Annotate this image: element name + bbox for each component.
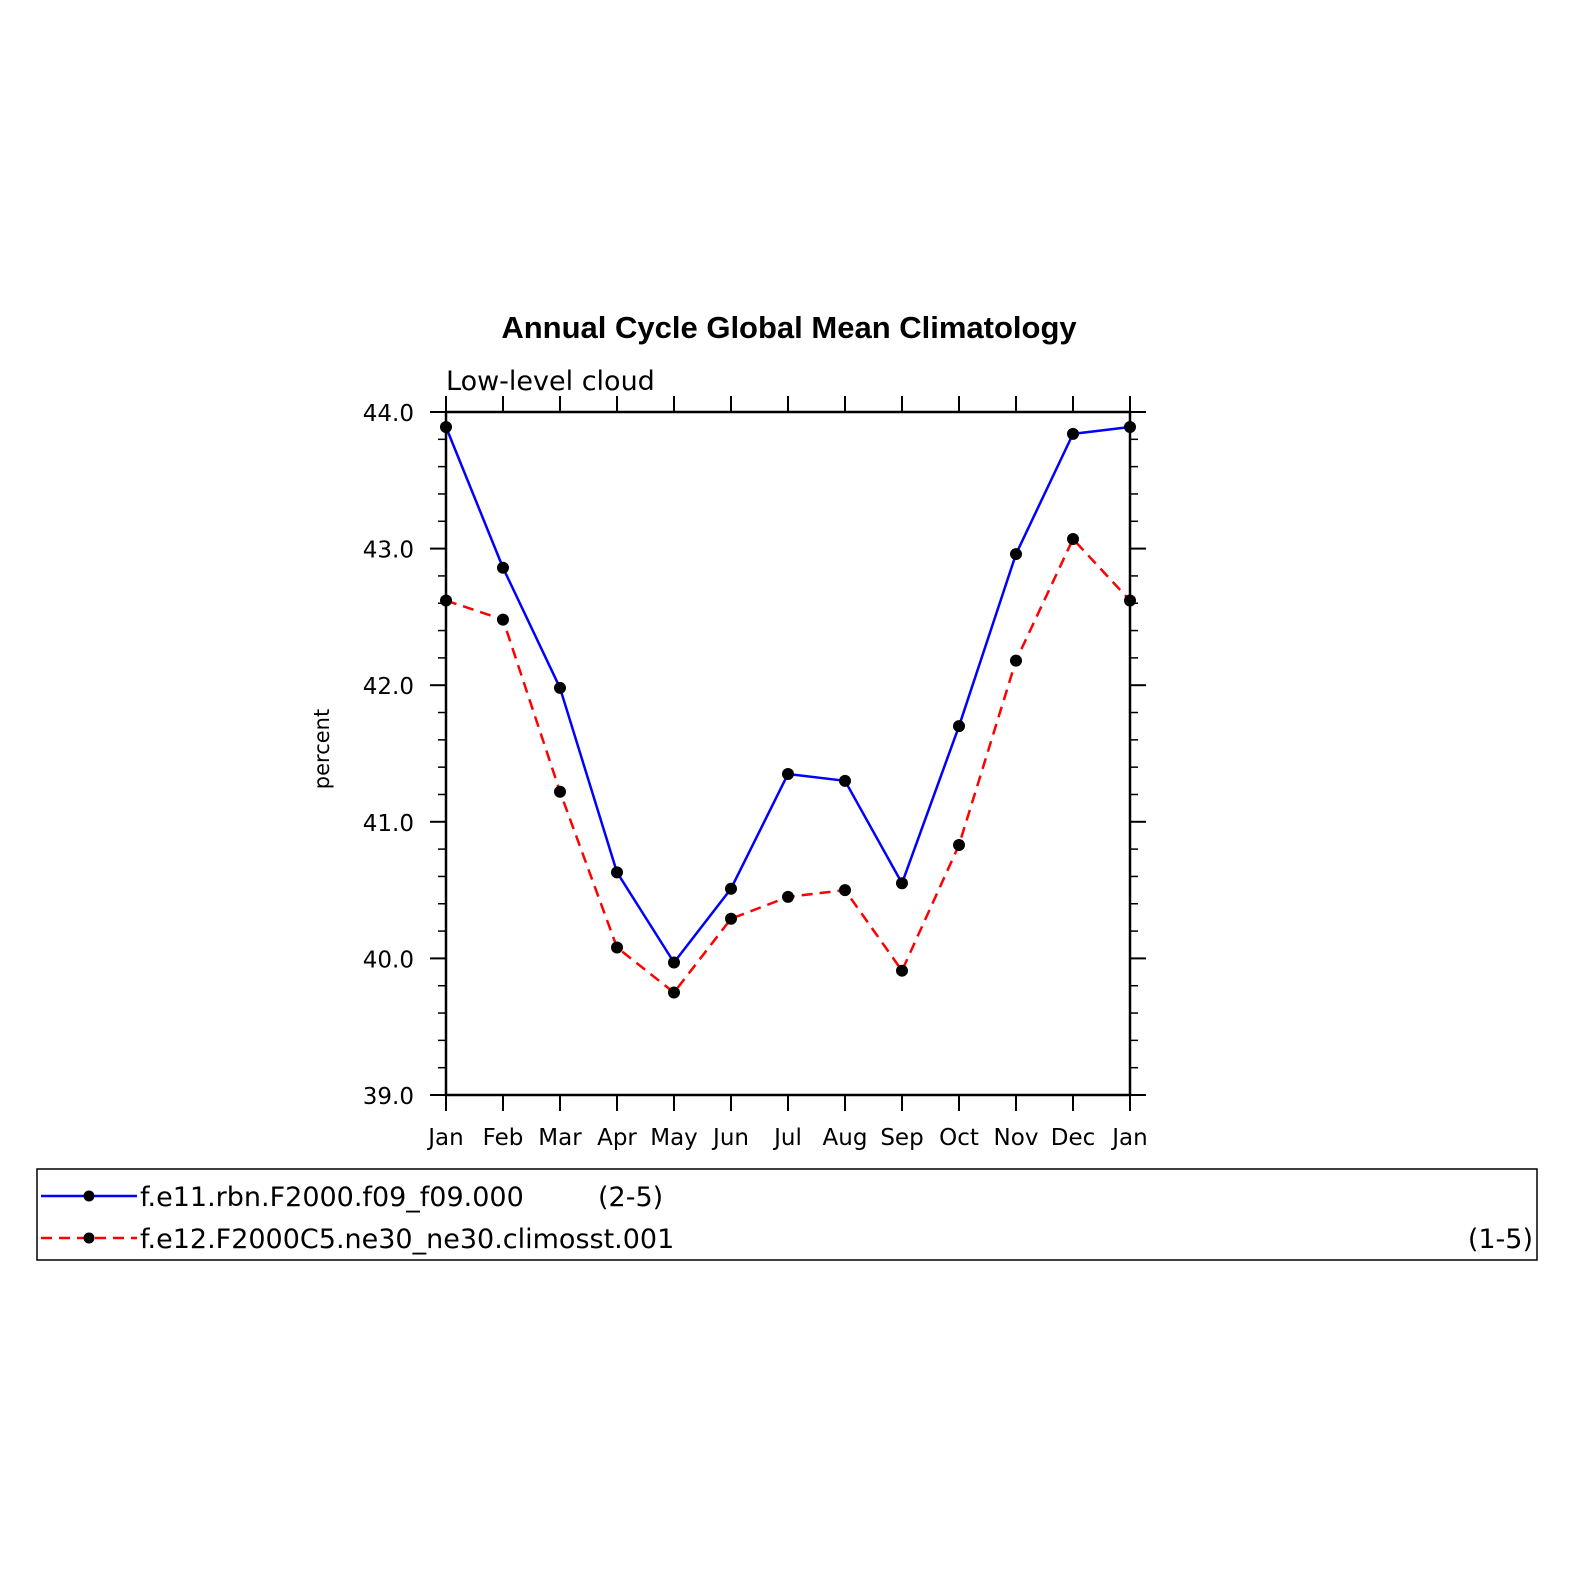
plot-axes: 39.0 40.0 41.0 42.0 43.0 44.0 Jan Feb Mar Apr May J… (363, 396, 1148, 1151)
series-1-point (896, 877, 908, 890)
series-2-point (668, 986, 680, 999)
legend-label-series-2: f.e12.F2000C5.ne30_ne30.climosst.001 (140, 1224, 674, 1255)
x-tick-label: Sep (880, 1125, 923, 1151)
series-2-point (953, 839, 965, 852)
legend-marker-series-1 (83, 1190, 95, 1202)
x-tick-label: Oct (939, 1125, 979, 1151)
series-line-2 (445, 537, 1131, 994)
x-tick-label: May (650, 1125, 698, 1151)
series-2-point (554, 785, 566, 798)
x-tick-label: Feb (483, 1125, 524, 1151)
x-tick-label: Apr (597, 1125, 637, 1151)
chart-subtitle: Low-level cloud (446, 366, 655, 397)
series-1-point (839, 774, 851, 787)
series-1-point (611, 866, 623, 879)
y-tick-label: 43.0 (363, 538, 414, 564)
series-2-point (1010, 654, 1022, 667)
chart-title: Annual Cycle Global Mean Climatology (501, 310, 1077, 345)
legend-box (36, 1168, 1538, 1261)
y-tick-label: 44.0 (363, 401, 414, 427)
series-1-point (782, 767, 794, 780)
series-1-point (1124, 421, 1136, 434)
series-line-1 (444, 425, 1131, 964)
series-1-point (953, 720, 965, 733)
series-2-point (839, 884, 851, 897)
x-tick-label: Mar (538, 1125, 582, 1151)
series-1-point (725, 882, 737, 895)
series-2-point (611, 941, 623, 954)
series-2-point (497, 613, 509, 626)
x-tick-label: Aug (823, 1125, 868, 1151)
y-tick-label: 40.0 (363, 947, 414, 973)
series-2-point (440, 594, 452, 607)
series-1-point (440, 421, 452, 434)
series-1-point (668, 956, 680, 969)
series-1-point (554, 681, 566, 694)
x-tick-label: Jul (772, 1125, 802, 1151)
x-tick-label: Nov (994, 1125, 1039, 1151)
series-2-point (1067, 533, 1079, 546)
series-2-point (1124, 594, 1136, 607)
series-layer (440, 421, 1136, 999)
y-tick-label: 42.0 (363, 674, 414, 700)
series-1-point (1010, 548, 1022, 561)
legend-suffix-series-2: (1-5) (1468, 1224, 1533, 1255)
series-1-point (1067, 427, 1079, 440)
y-axis-label: percent (310, 709, 334, 789)
y-tick-label: 41.0 (363, 811, 414, 837)
series-2-point (782, 890, 794, 903)
x-tick-label: Jan (426, 1125, 463, 1151)
series-1-point (497, 561, 509, 574)
x-tick-label: Jan (1110, 1125, 1147, 1151)
legend: f.e11.rbn.F2000.f09_f09.000 (2-5) f.e12.… (36, 1168, 1538, 1261)
legend-suffix-series-1: (2-5) (598, 1182, 663, 1213)
series-2-point (896, 964, 908, 977)
legend-label-series-1: f.e11.rbn.F2000.f09_f09.000 (140, 1182, 524, 1213)
y-tick-label: 39.0 (363, 1084, 414, 1110)
legend-marker-series-2 (83, 1232, 95, 1244)
x-tick-label: Jun (711, 1125, 749, 1151)
series-2-point (725, 912, 737, 925)
x-tick-label: Dec (1051, 1125, 1096, 1151)
